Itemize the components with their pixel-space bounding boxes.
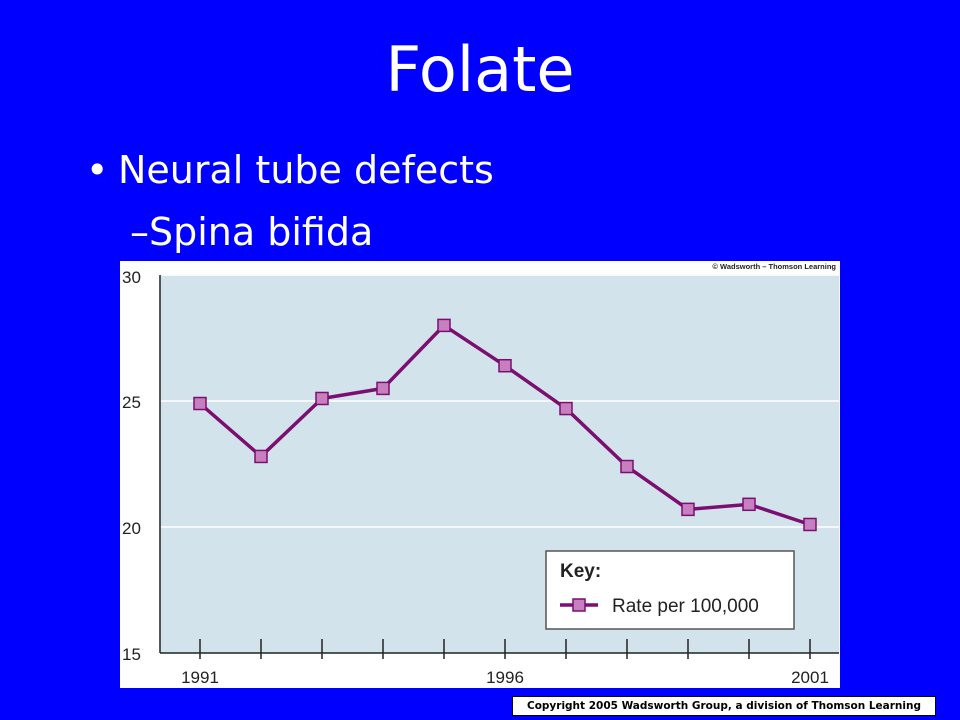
bullet-neural-tube-defects: • Neural tube defects <box>86 146 494 194</box>
chart-credit: © Wadsworth – Thomson Learning <box>712 262 836 271</box>
legend-title: Key: <box>560 561 601 582</box>
line-chart: 15 20 25 30 1991 1996 2001 © Wadsworth – Thomso… <box>120 261 840 688</box>
bullet-dot: • <box>86 148 109 192</box>
y-tick-label: 20 <box>122 519 141 538</box>
data-point <box>559 401 573 416</box>
data-point <box>681 502 695 517</box>
x-tick-label: 2001 <box>791 668 829 687</box>
data-point <box>376 381 390 396</box>
sub-bullet-spina-bifida: –Spina bifida <box>130 210 374 254</box>
x-tick-label: 1991 <box>181 668 219 687</box>
x-tick-label: 1996 <box>486 668 524 687</box>
data-point <box>315 391 329 406</box>
data-point <box>254 449 268 464</box>
data-point <box>193 396 207 411</box>
legend-box <box>545 550 795 630</box>
data-point <box>803 517 817 532</box>
bullet-text: Neural tube defects <box>118 148 494 192</box>
slide-title: Folate <box>385 33 575 106</box>
data-point <box>437 318 451 333</box>
y-tick-label: 30 <box>122 268 141 287</box>
legend-marker <box>572 598 586 612</box>
y-tick-label: 15 <box>122 645 141 664</box>
legend: Key: Rate per 100,000 <box>545 550 795 630</box>
data-point <box>620 459 634 474</box>
copyright-notice: Copyright 2005 Wadsworth Group, a divisi… <box>512 696 936 716</box>
data-point <box>742 497 756 512</box>
chart-svg: 15 20 25 30 1991 1996 2001 © Wadsworth – Thomso… <box>120 261 840 688</box>
legend-entry: Rate per 100,000 <box>612 596 759 617</box>
data-point <box>498 358 512 373</box>
y-tick-label: 25 <box>122 393 141 412</box>
